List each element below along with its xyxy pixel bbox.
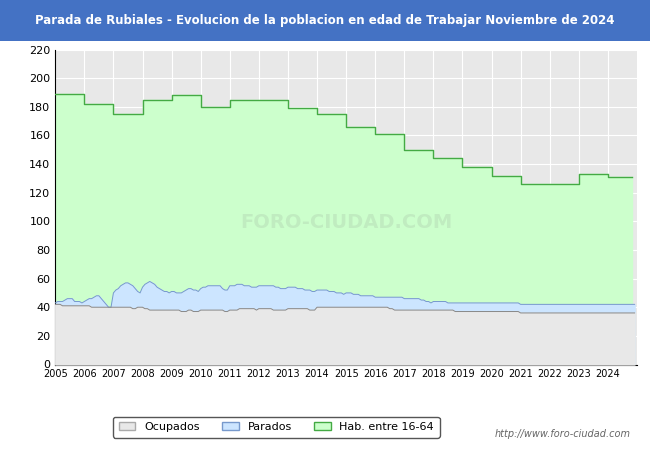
Text: http://www.foro-ciudad.com: http://www.foro-ciudad.com: [495, 429, 630, 439]
Text: FORO-CIUDAD.COM: FORO-CIUDAD.COM: [240, 213, 452, 232]
Legend: Ocupados, Parados, Hab. entre 16-64: Ocupados, Parados, Hab. entre 16-64: [113, 417, 439, 438]
Text: Parada de Rubiales - Evolucion de la poblacion en edad de Trabajar Noviembre de : Parada de Rubiales - Evolucion de la pob…: [35, 14, 615, 27]
